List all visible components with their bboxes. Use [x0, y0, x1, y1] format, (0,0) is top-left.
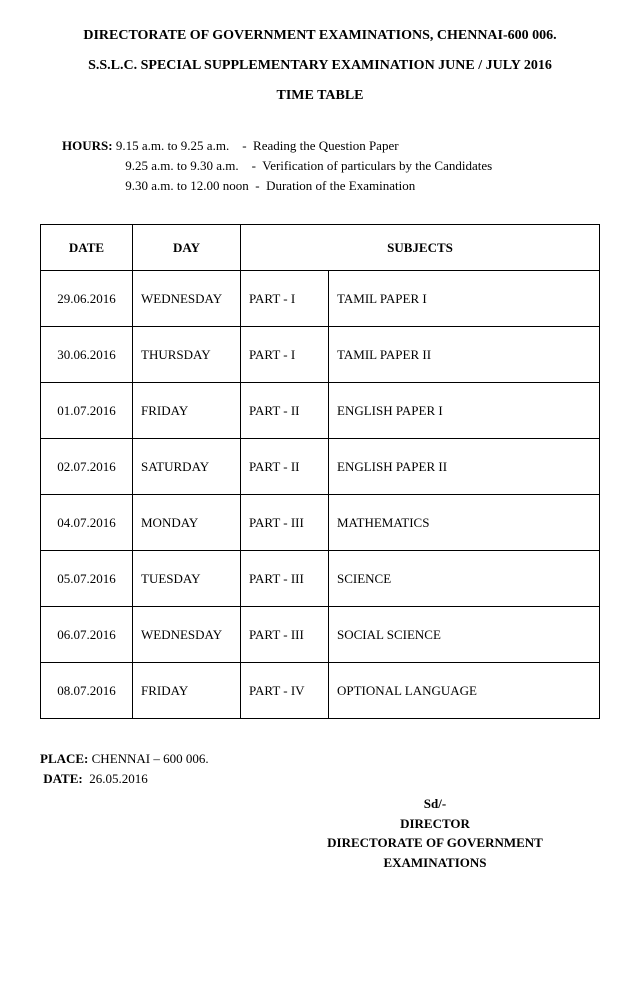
col-header-date: DATE [41, 225, 133, 271]
table-row: 06.07.2016WEDNESDAYPART - IIISOCIAL SCIE… [41, 607, 600, 663]
cell-subject: TAMIL PAPER I [329, 271, 600, 327]
cell-part: PART - II [241, 439, 329, 495]
table-header-row: DATE DAY SUBJECTS [41, 225, 600, 271]
hours-sep: - [252, 158, 256, 173]
hours-label: HOURS: [62, 136, 113, 156]
date-label: DATE: [43, 771, 82, 786]
sig-line-4: EXAMINATIONS [270, 853, 600, 873]
place-label: PLACE: [40, 751, 88, 766]
table-row: 29.06.2016WEDNESDAYPART - ITAMIL PAPER I [41, 271, 600, 327]
hours-desc: Duration of the Examination [266, 178, 415, 193]
cell-part: PART - III [241, 551, 329, 607]
sig-line-2: DIRECTOR [270, 814, 600, 834]
timetable: DATE DAY SUBJECTS 29.06.2016WEDNESDAYPAR… [40, 224, 600, 719]
document-page: DIRECTORATE OF GOVERNMENT EXAMINATIONS, … [0, 0, 640, 912]
cell-date: 06.07.2016 [41, 607, 133, 663]
footer-block: PLACE: CHENNAI – 600 006. DATE: 26.05.20… [40, 749, 600, 872]
cell-subject: MATHEMATICS [329, 495, 600, 551]
hours-time: 9.25 a.m. to 9.30 a.m. [125, 158, 238, 173]
cell-day: THURSDAY [133, 327, 241, 383]
hours-row: HOURS: 9.15 a.m. to 9.25 a.m. - Reading … [62, 136, 600, 156]
hours-sep: - [255, 178, 259, 193]
header-line-3: TIME TABLE [40, 88, 600, 104]
cell-part: PART - I [241, 327, 329, 383]
header-line-1: DIRECTORATE OF GOVERNMENT EXAMINATIONS, … [40, 28, 600, 44]
table-row: 01.07.2016FRIDAYPART - IIENGLISH PAPER I [41, 383, 600, 439]
hours-desc: Verification of particulars by the Candi… [262, 158, 492, 173]
cell-part: PART - III [241, 495, 329, 551]
hours-desc: Reading the Question Paper [253, 138, 399, 153]
table-row: 30.06.2016THURSDAYPART - ITAMIL PAPER II [41, 327, 600, 383]
cell-date: 02.07.2016 [41, 439, 133, 495]
cell-date: 08.07.2016 [41, 663, 133, 719]
hours-time: 9.15 a.m. to 9.25 a.m. [116, 138, 229, 153]
col-header-subjects: SUBJECTS [241, 225, 600, 271]
cell-day: TUESDAY [133, 551, 241, 607]
hours-sep: - [242, 138, 246, 153]
table-row: 02.07.2016SATURDAYPART - IIENGLISH PAPER… [41, 439, 600, 495]
cell-day: FRIDAY [133, 663, 241, 719]
cell-subject: SOCIAL SCIENCE [329, 607, 600, 663]
cell-part: PART - II [241, 383, 329, 439]
hours-row: 9.25 a.m. to 9.30 a.m. - Verification of… [62, 156, 600, 176]
header-line-2: S.S.L.C. SPECIAL SUPPLEMENTARY EXAMINATI… [40, 58, 600, 74]
timetable-body: 29.06.2016WEDNESDAYPART - ITAMIL PAPER I… [41, 271, 600, 719]
cell-date: 05.07.2016 [41, 551, 133, 607]
hours-row: 9.30 a.m. to 12.00 noon - Duration of th… [62, 176, 600, 196]
date-value: 26.05.2016 [89, 771, 148, 786]
cell-part: PART - I [241, 271, 329, 327]
cell-subject: TAMIL PAPER II [329, 327, 600, 383]
cell-subject: OPTIONAL LANGUAGE [329, 663, 600, 719]
cell-subject: ENGLISH PAPER II [329, 439, 600, 495]
footer-left: PLACE: CHENNAI – 600 006. DATE: 26.05.20… [40, 749, 209, 788]
table-row: 05.07.2016TUESDAYPART - IIISCIENCE [41, 551, 600, 607]
cell-subject: ENGLISH PAPER I [329, 383, 600, 439]
cell-day: MONDAY [133, 495, 241, 551]
cell-date: 29.06.2016 [41, 271, 133, 327]
sig-line-1: Sd/- [270, 794, 600, 814]
signature-block: Sd/- DIRECTOR DIRECTORATE OF GOVERNMENT … [270, 794, 600, 872]
cell-date: 30.06.2016 [41, 327, 133, 383]
hours-time: 9.30 a.m. to 12.00 noon [125, 178, 249, 193]
col-header-day: DAY [133, 225, 241, 271]
table-row: 04.07.2016MONDAYPART - IIIMATHEMATICS [41, 495, 600, 551]
place-value: CHENNAI – 600 006. [92, 751, 209, 766]
cell-day: WEDNESDAY [133, 607, 241, 663]
cell-date: 01.07.2016 [41, 383, 133, 439]
cell-day: WEDNESDAY [133, 271, 241, 327]
cell-date: 04.07.2016 [41, 495, 133, 551]
table-row: 08.07.2016FRIDAYPART - IVOPTIONAL LANGUA… [41, 663, 600, 719]
cell-part: PART - IV [241, 663, 329, 719]
cell-day: FRIDAY [133, 383, 241, 439]
cell-part: PART - III [241, 607, 329, 663]
sig-line-3: DIRECTORATE OF GOVERNMENT [270, 833, 600, 853]
cell-subject: SCIENCE [329, 551, 600, 607]
cell-day: SATURDAY [133, 439, 241, 495]
hours-block: HOURS: 9.15 a.m. to 9.25 a.m. - Reading … [62, 136, 600, 196]
